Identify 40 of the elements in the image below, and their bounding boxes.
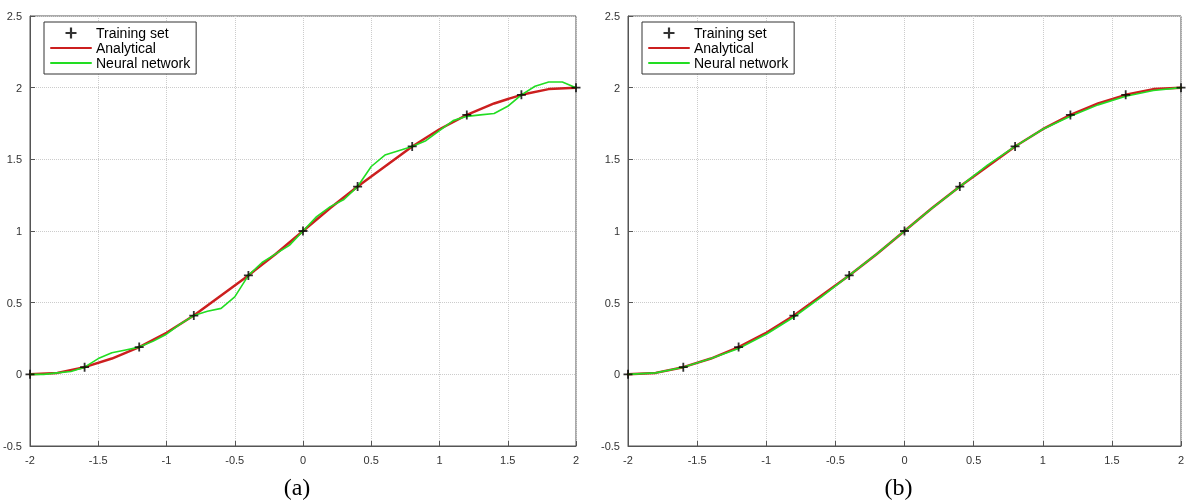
y-tick-label: 2.5 <box>6 10 22 22</box>
y-tick-label: 0.5 <box>6 296 22 309</box>
legend-label: Training set <box>694 25 767 41</box>
x-tick-label: -0.5 <box>225 453 245 466</box>
y-tick-label: 1.5 <box>6 153 22 166</box>
x-tick-label: -2 <box>623 453 633 466</box>
legend-label: Analytical <box>694 40 754 56</box>
y-tick-label: 2 <box>15 81 22 94</box>
x-tick-label: 1 <box>436 453 443 466</box>
legend-label: Training set <box>96 25 169 41</box>
x-tick-label: 2 <box>572 453 580 466</box>
x-tick-label: 1 <box>1039 453 1046 466</box>
x-tick-label: 0 <box>299 453 307 466</box>
x-tick-label: 0.5 <box>363 453 379 466</box>
x-tick-label: -1.5 <box>687 453 707 466</box>
x-tick-label: 2 <box>1177 453 1185 466</box>
y-tick-label: 2 <box>613 81 620 94</box>
y-tick-label: -0.5 <box>601 440 620 452</box>
legend-label: Analytical <box>96 40 156 56</box>
legend-label: Neural network <box>96 55 192 71</box>
y-tick-label: 1.5 <box>604 153 620 166</box>
x-tick-label: -0.5 <box>825 453 845 466</box>
legend-label: Neural network <box>694 55 790 71</box>
text: (a) <box>283 474 311 500</box>
y-tick-label: 2.5 <box>604 10 620 22</box>
x-tick-label: 0 <box>901 453 908 466</box>
text: (b) <box>884 474 913 500</box>
y-tick-label: 1 <box>15 225 22 237</box>
y-tick-label: 0.5 <box>604 296 620 309</box>
y-tick-label: 0 <box>613 368 620 381</box>
y-tick-label: 1 <box>613 225 620 237</box>
x-tick-label: -1 <box>161 453 172 466</box>
x-tick-label: -2 <box>25 453 35 466</box>
x-tick-label: 1.5 <box>500 453 516 466</box>
x-tick-label: -1.5 <box>88 453 108 466</box>
y-tick-label: 0 <box>15 368 22 381</box>
x-tick-label: 1.5 <box>1104 453 1120 466</box>
x-tick-label: -1 <box>761 453 772 466</box>
x-tick-label: 0.5 <box>965 453 982 466</box>
y-tick-label: -0.5 <box>3 440 22 452</box>
